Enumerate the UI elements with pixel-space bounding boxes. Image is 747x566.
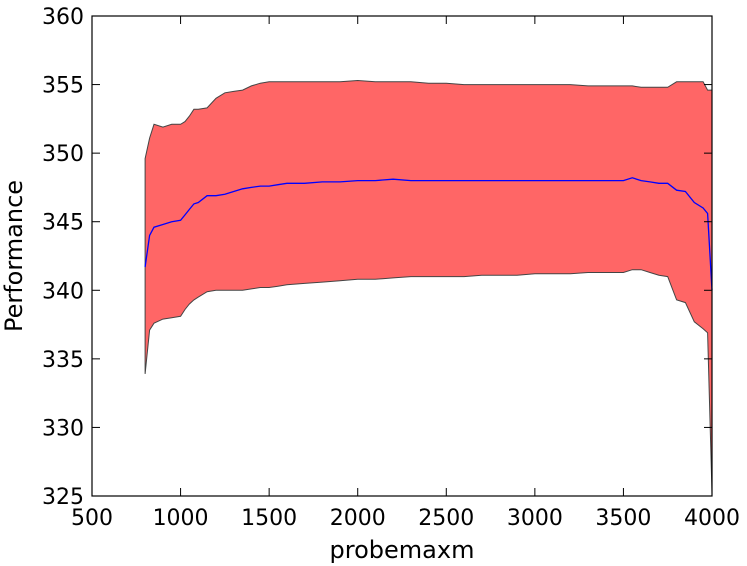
x-axis-label: probemaxm bbox=[330, 536, 475, 564]
plot-frame bbox=[91, 15, 713, 497]
plot-area bbox=[144, 79, 713, 494]
x-tick-label: 3000 bbox=[507, 506, 563, 531]
y-tick-label: 355 bbox=[42, 74, 84, 99]
x-tick-label: 2000 bbox=[330, 506, 386, 531]
y-tick-label: 350 bbox=[42, 142, 84, 167]
x-tick-label: 1500 bbox=[241, 506, 297, 531]
y-tick-label: 325 bbox=[42, 485, 84, 510]
y-tick-label: 360 bbox=[42, 5, 84, 30]
y-tick-label: 335 bbox=[42, 348, 84, 373]
x-tick-label: 4000 bbox=[684, 506, 740, 531]
y-tick-label: 330 bbox=[42, 416, 84, 441]
x-tick-label: 3500 bbox=[595, 506, 651, 531]
x-tick-label: 2500 bbox=[418, 506, 474, 531]
x-tick-label: 1000 bbox=[153, 506, 209, 531]
x-tick-label: 500 bbox=[71, 506, 113, 531]
y-axis-label: Performance bbox=[0, 180, 28, 332]
tick-labels: 500 1000 1500 2000 2500 3000 3500 4000 325 330 335… bbox=[42, 5, 740, 531]
mean-line bbox=[144, 177, 713, 291]
confidence-band bbox=[144, 79, 713, 494]
y-tick-label: 345 bbox=[42, 211, 84, 236]
y-tick-label: 340 bbox=[42, 279, 84, 304]
